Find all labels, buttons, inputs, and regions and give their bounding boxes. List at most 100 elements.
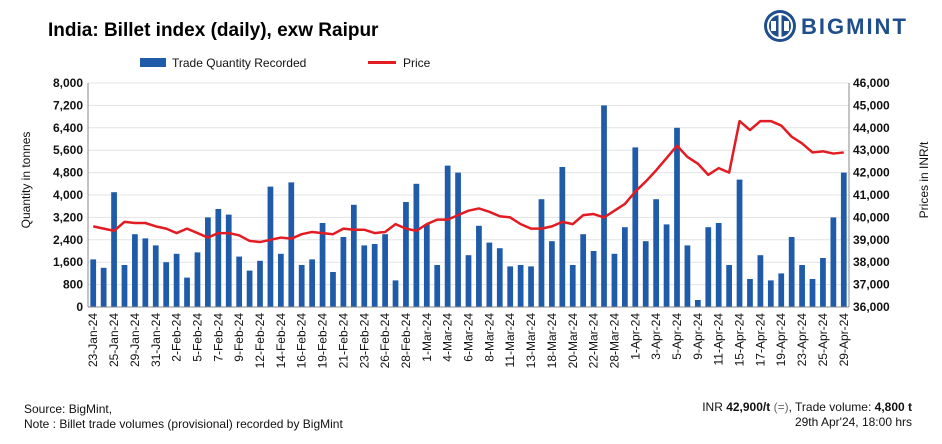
quantity-bar xyxy=(330,272,336,307)
billet-index-chart: Trade Quantity Recorded Price 0 800 1,600 2… xyxy=(19,56,931,369)
x-tick-label: 20-Mar-24 xyxy=(566,313,580,369)
quantity-bar xyxy=(309,259,315,307)
y-right-tick-label: 39,000 xyxy=(853,233,890,247)
quantity-bar xyxy=(392,280,399,307)
quantity-bar xyxy=(820,258,826,307)
volume-prefix: , Trade volume: xyxy=(788,400,875,414)
x-tick-label: 17-Apr-24 xyxy=(753,313,767,367)
quantity-bar xyxy=(694,300,701,307)
quantity-bar xyxy=(799,265,805,307)
y-left-tick-label: 5,600 xyxy=(53,143,83,157)
x-tick-label: 15-Apr-24 xyxy=(733,313,747,367)
price-summary: INR 42,900/t (=), Trade volume: 4,800 t … xyxy=(702,400,912,430)
x-tick-label: 25-Jan-24 xyxy=(107,313,121,367)
price-line xyxy=(92,119,844,244)
x-tick-label: 19-Feb-24 xyxy=(316,313,330,369)
quantity-bar xyxy=(642,241,649,307)
quantity-bar xyxy=(559,167,566,307)
x-axis-tick-labels: 23-Jan-24 25-Jan-24 29-Jan-24 31-Jan-24 2-Fe… xyxy=(86,313,851,369)
quantity-bar xyxy=(403,202,409,307)
quantity-bar xyxy=(674,127,680,307)
brand-name: BIGMINT xyxy=(801,14,908,39)
x-tick-label: 7-Feb-24 xyxy=(211,313,225,362)
y-left-tick-label: 8,000 xyxy=(53,76,83,90)
x-tick-label: 11-Mar-24 xyxy=(503,313,517,368)
x-tick-label: 29-Apr-24 xyxy=(837,313,851,367)
quantity-bar xyxy=(444,165,451,307)
quantity-bar xyxy=(215,209,222,307)
quantity-bar xyxy=(184,277,190,307)
bigmint-logo-icon xyxy=(764,10,796,42)
chart-legend: Trade Quantity Recorded Price xyxy=(140,56,431,70)
quantity-bar xyxy=(496,248,503,307)
y-right-tick-label: 36,000 xyxy=(853,300,890,314)
y-right-tick-label: 45,000 xyxy=(853,98,890,112)
quantity-bar xyxy=(267,186,274,307)
quantity-bar xyxy=(840,172,847,307)
chart-axes xyxy=(87,83,850,308)
quantity-bar xyxy=(538,199,545,307)
y-axis-label-left: Quantity in tonnes xyxy=(19,132,33,229)
quantity-bar xyxy=(715,223,722,307)
quantity-bar xyxy=(111,192,117,307)
quantity-bar xyxy=(653,199,660,307)
price-prefix: INR xyxy=(702,400,727,414)
quantity-bar xyxy=(830,217,837,307)
price-value: 42,900/t xyxy=(726,400,771,414)
quantity-bar xyxy=(382,234,388,307)
x-tick-label: 16-Feb-24 xyxy=(295,313,309,369)
x-tick-label: 23-Jan-24 xyxy=(86,313,100,367)
x-tick-label: 26-Feb-24 xyxy=(378,313,392,369)
quantity-bar xyxy=(569,265,576,307)
x-tick-label: 1-Apr-24 xyxy=(628,313,642,360)
quantity-bar xyxy=(580,234,587,307)
quantity-bar xyxy=(225,214,232,307)
brand-logo: BIGMINT xyxy=(763,8,933,44)
quantity-bar xyxy=(767,280,774,307)
quantity-bar xyxy=(601,105,607,308)
x-tick-label: 28-Feb-24 xyxy=(399,313,413,369)
x-tick-label: 31-Jan-24 xyxy=(149,313,163,367)
y-left-tick-label: 1,600 xyxy=(53,255,83,269)
quantity-bar xyxy=(371,244,378,307)
quantity-bar xyxy=(236,256,243,307)
quantity-bar xyxy=(726,265,732,307)
quantity-bar xyxy=(434,265,441,307)
y-axis-left-ticks: 0 800 1,600 2,400 3,200 4,000 4,800 5,600 6,400 7… xyxy=(53,76,83,314)
quantity-bar xyxy=(205,217,211,307)
x-tick-label: 9-Feb-24 xyxy=(232,313,246,362)
y-right-tick-label: 42,000 xyxy=(853,166,890,180)
quantity-bar xyxy=(528,266,534,307)
x-tick-label: 6-Mar-24 xyxy=(462,313,476,362)
quantity-bar xyxy=(413,183,420,307)
quantity-bar xyxy=(350,204,357,307)
quantity-bar xyxy=(257,260,263,307)
x-tick-label: 28-Mar-24 xyxy=(607,313,621,369)
quantity-bar xyxy=(788,237,795,307)
quantity-bar xyxy=(132,234,138,307)
quantity-bar xyxy=(809,279,816,307)
y-right-tick-label: 41,000 xyxy=(853,188,890,202)
x-tick-label: 13-Mar-24 xyxy=(524,313,538,369)
y-left-tick-label: 0 xyxy=(76,300,83,314)
quantity-bars xyxy=(90,105,847,308)
volume-value: 4,800 t xyxy=(874,400,912,414)
x-tick-label: 9-Apr-24 xyxy=(691,313,705,360)
quantity-bar xyxy=(705,227,712,307)
x-tick-label: 3-Apr-24 xyxy=(649,313,663,360)
quantity-bar xyxy=(298,265,305,307)
y-axis-label-right: Prices in INR/t xyxy=(917,141,931,218)
quantity-bar xyxy=(663,224,670,307)
legend-swatch-quantity xyxy=(140,58,166,67)
quantity-bar xyxy=(455,172,461,307)
x-tick-label: 19-Apr-24 xyxy=(774,313,788,367)
x-tick-label: 23-Apr-24 xyxy=(795,313,809,367)
quantity-bar xyxy=(288,182,295,307)
quantity-bar xyxy=(121,265,128,307)
y-right-tick-label: 44,000 xyxy=(853,121,890,135)
quantity-bar xyxy=(152,245,159,307)
x-tick-label: 25-Apr-24 xyxy=(816,313,830,367)
quantity-bar xyxy=(246,270,253,307)
x-tick-label: 22-Mar-24 xyxy=(587,313,601,369)
legend-label-quantity: Trade Quantity Recorded xyxy=(172,56,306,70)
